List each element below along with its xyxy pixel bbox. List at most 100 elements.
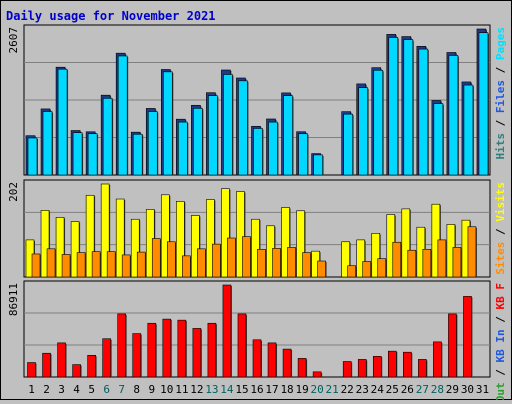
bar-visits-day-12 (191, 215, 200, 278)
bar-visits-day-15 (236, 191, 245, 278)
bar-sites-day-22 (347, 265, 356, 278)
x-tick-day: 28 (431, 383, 444, 396)
x-tick-day: 19 (295, 383, 308, 396)
bar-sites-day-24 (377, 258, 387, 278)
x-tick-day: 5 (88, 383, 95, 396)
x-tick-day: 24 (371, 383, 385, 396)
x-tick-day: 17 (265, 383, 278, 396)
bar-visits-day-10 (160, 194, 170, 278)
x-tick-day: 22 (341, 383, 354, 396)
bar-files-day-20 (313, 154, 323, 176)
bar-kb-f-day-11 (177, 319, 187, 378)
x-tick-day: 16 (250, 383, 263, 396)
bar-visits-day-22 (341, 241, 350, 278)
bar-sites-day-14 (227, 237, 236, 278)
bar-sites-day-7 (121, 254, 131, 278)
bar-visits-day-26 (401, 208, 411, 278)
bar-kb-f-day-30 (463, 296, 472, 378)
x-tick-day: 29 (446, 383, 459, 396)
x-tick-day: 20 (311, 383, 324, 396)
bar-kb-f-day-29 (448, 313, 457, 378)
bar-visits-day-14 (221, 188, 230, 278)
bar-sites-day-8 (136, 251, 146, 278)
bar-sites-day-12 (197, 248, 206, 278)
bar-sites-day-28 (437, 239, 447, 278)
bar-visits-day-2 (40, 210, 50, 278)
bar-kb-f-day-23 (357, 359, 367, 378)
bar-kb-f-day-17 (267, 342, 277, 378)
bar-sites-day-30 (467, 226, 477, 278)
x-tick-day: 7 (118, 383, 125, 396)
x-tick-day: 6 (103, 383, 110, 396)
bar-kb-f-day-12 (192, 328, 202, 378)
legend-separator: / (494, 310, 507, 330)
bar-sites-day-26 (407, 249, 417, 278)
x-axis-labels: 1 2 3 4 5 6 7 8 9 10 11 12 13 14 15 16 17 18 19 20 21 22 23 24 2… (28, 383, 489, 396)
bar-kb-f-day-10 (162, 318, 172, 378)
x-tick-day: 4 (73, 383, 80, 396)
bar-files-day-24 (373, 69, 384, 176)
bar-files-day-25 (388, 37, 399, 176)
bar-files-day-9 (147, 111, 158, 176)
bar-files-day-1 (27, 137, 38, 176)
legend-separator: / (494, 113, 507, 133)
x-tick-day: 10 (160, 383, 173, 396)
bar-kb-f-day-16 (252, 339, 262, 378)
panel-legend: Hits / Files / Pages (494, 27, 507, 160)
bar-sites-day-11 (182, 255, 191, 278)
bar-kb-f-day-28 (433, 341, 442, 378)
bar-visits-day-3 (55, 217, 65, 278)
bar-visits-day-5 (85, 194, 95, 278)
bar-sites-day-29 (452, 247, 462, 278)
panel-legend: Sites / Visits (494, 182, 507, 275)
bar-kb-f-day-1 (27, 362, 36, 378)
legend-separator: / (494, 363, 507, 383)
bar-visits-day-7 (115, 198, 125, 278)
legend-item: Hits (494, 133, 507, 160)
bar-visits-day-13 (206, 199, 215, 278)
bar-files-day-26 (403, 39, 414, 176)
chart-title: Daily usage for November 2021 (6, 9, 216, 23)
y-max-label: 202 (7, 182, 20, 202)
bar-files-day-13 (208, 95, 218, 176)
bar-files-day-15 (238, 80, 248, 176)
bar-sites-day-5 (91, 251, 101, 278)
bar-files-day-31 (478, 32, 489, 176)
bar-sites-day-13 (212, 243, 221, 278)
bar-sites-day-2 (46, 248, 56, 278)
legend-item: Sites (494, 242, 507, 275)
legend-item: Pages (494, 27, 507, 60)
legend-item: Files (494, 80, 507, 113)
bar-files-day-4 (72, 132, 83, 176)
bar-sites-day-25 (392, 241, 402, 278)
bar-sites-day-6 (106, 251, 116, 278)
bar-kb-f-day-4 (72, 364, 81, 378)
x-tick-day: 2 (43, 383, 50, 396)
bar-visits-day-23 (356, 239, 366, 278)
x-tick-day: 3 (58, 383, 65, 396)
bar-sites-day-16 (257, 248, 266, 278)
bar-files-day-7 (117, 55, 128, 176)
legend-separator: / (494, 222, 507, 242)
bar-files-day-11 (178, 121, 188, 176)
x-tick-day: 23 (356, 383, 369, 396)
bar-visits-day-11 (176, 201, 185, 278)
bar-sites-day-17 (272, 248, 281, 278)
panel-legend: KB Out / KB In / KB F (494, 283, 507, 400)
bar-kb-f-day-20 (312, 371, 322, 378)
bar-files-day-3 (57, 68, 68, 176)
bar-visits-day-24 (371, 233, 381, 278)
bar-files-day-27 (418, 48, 429, 176)
bar-files-day-5 (87, 133, 98, 176)
bar-sites-day-10 (166, 241, 176, 278)
bar-files-day-18 (283, 95, 293, 176)
bar-kb-f-day-25 (387, 350, 397, 378)
legend-item: KB F (494, 283, 507, 310)
bar-kb-f-day-24 (372, 356, 382, 378)
panel-2: 202 Sites / Visits (7, 179, 507, 278)
bar-sites-day-4 (76, 252, 86, 278)
bar-kb-f-day-19 (297, 358, 307, 378)
bar-kb-f-day-8 (132, 333, 142, 378)
